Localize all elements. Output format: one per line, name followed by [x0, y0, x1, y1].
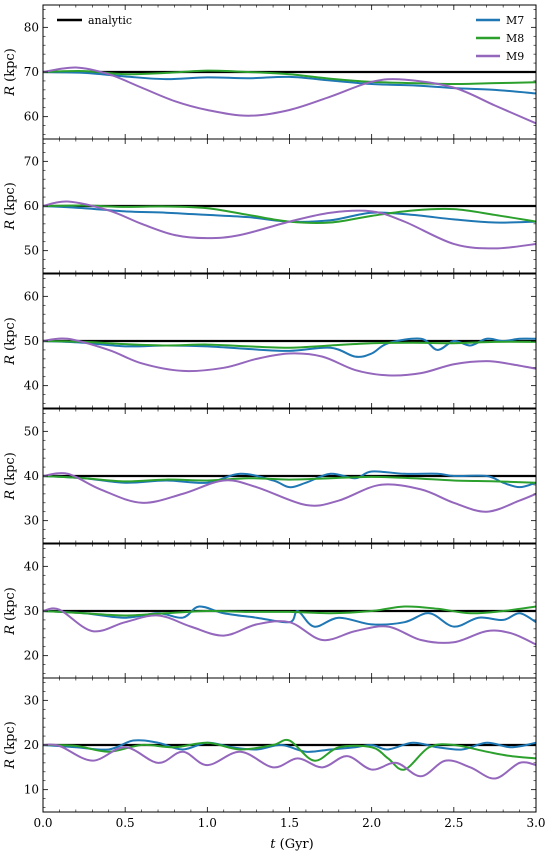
y-tick-label: 60: [24, 110, 39, 124]
panel-series-group: [43, 66, 536, 125]
y-tick-label: 10: [24, 783, 39, 797]
y-axis-label-symbol: R: [3, 490, 18, 501]
series-m9-line: [43, 66, 536, 125]
series-m9-line: [43, 607, 536, 646]
y-tick-label: 50: [24, 244, 39, 258]
panel-2: 50 60 70 R (kpc): [3, 138, 537, 274]
y-tick-label: 30: [24, 514, 39, 528]
panel-6: 10 20 30 R (kpc) 0.0 0.5 1.0 1.5 2.0 2.5 3.0: [3, 677, 546, 830]
y-axis-label: R (kpc): [3, 48, 18, 97]
y-axis-label: R (kpc): [3, 317, 18, 366]
panel-series-group: [43, 605, 536, 646]
panel-series-group: [43, 738, 536, 780]
y-tick-label: 40: [24, 559, 39, 573]
panel-5: 20 30 40 R (kpc): [3, 543, 537, 679]
legend-label: M7: [506, 14, 524, 27]
x-tick-label: 0.0: [33, 816, 52, 830]
x-tick-label: 2.5: [444, 816, 463, 830]
y-axis-label-unit: (kpc): [3, 452, 18, 490]
series-m8-line: [43, 605, 536, 617]
x-tick-label: 1.5: [280, 816, 299, 830]
y-axis-label: R (kpc): [3, 182, 18, 231]
legend-item-m9: M9: [476, 50, 524, 63]
series-m8-line: [43, 340, 536, 349]
series-m7-line: [43, 739, 536, 753]
y-tick-label: 60: [24, 289, 39, 303]
y-tick-label: 20: [24, 649, 39, 663]
legend-item-m7: M7: [476, 14, 524, 27]
y-axis-label: R (kpc): [3, 587, 18, 636]
x-axis-label: t (Gyr): [270, 837, 313, 852]
y-axis-label-symbol: R: [3, 759, 18, 770]
y-axis-label-unit: (kpc): [3, 182, 18, 220]
y-axis-label-unit: (kpc): [3, 317, 18, 355]
x-tick-label: 1.0: [198, 816, 217, 830]
panel-3: 40 50 60 R (kpc): [3, 273, 537, 409]
legend-analytic: analytic: [57, 14, 132, 27]
series-m9-line: [43, 743, 536, 780]
series-m8-line: [43, 738, 536, 771]
series-m9-line: [43, 200, 536, 250]
y-axis-label-unit: (kpc): [3, 587, 18, 625]
panel-4: 30 40 50 R (kpc): [3, 408, 537, 544]
y-axis-label-symbol: R: [3, 625, 18, 636]
x-tick-label: 2.0: [362, 816, 381, 830]
y-tick-label: 30: [24, 693, 39, 707]
x-axis-label-unit: (Gyr): [276, 837, 314, 852]
y-tick-label: 70: [24, 65, 39, 79]
y-tick-label: 20: [24, 738, 39, 752]
legend-label: M8: [506, 32, 524, 45]
y-tick-label: 60: [24, 199, 39, 213]
legend-label: M9: [506, 50, 524, 63]
y-axis-label-unit: (kpc): [3, 48, 18, 86]
panel-1: 60 70 80 R (kpc): [3, 4, 537, 140]
y-tick-label: 50: [24, 334, 39, 348]
y-tick-label: 40: [24, 379, 39, 393]
y-axis-label-symbol: R: [3, 355, 18, 366]
x-tick-label: 0.5: [116, 816, 135, 830]
y-axis-label-unit: (kpc): [3, 721, 18, 759]
y-tick-label: 30: [24, 604, 39, 618]
x-axis-label-symbol: t: [270, 837, 276, 852]
y-tick-label: 50: [24, 424, 39, 438]
series-m8-line: [43, 69, 536, 86]
y-axis-label-symbol: R: [3, 220, 18, 231]
y-axis-label-symbol: R: [3, 86, 18, 97]
series-m7-line: [43, 605, 536, 628]
x-tick-label: 3.0: [526, 816, 545, 830]
panel-series-group: [43, 470, 536, 513]
y-tick-label: 80: [24, 20, 39, 34]
legend-item-m8: M8: [476, 32, 524, 45]
y-tick-label: 70: [24, 154, 39, 168]
series-m8-line: [43, 475, 536, 484]
series-m9-line: [43, 472, 536, 513]
legend-series: M7 M8 M9: [476, 14, 524, 63]
y-axis-label: R (kpc): [3, 721, 18, 770]
series-m9-line: [43, 337, 536, 377]
legend-analytic-label: analytic: [88, 14, 132, 27]
y-axis-label: R (kpc): [3, 452, 18, 501]
panel-series-group: [43, 200, 536, 250]
y-tick-label: 40: [24, 469, 39, 483]
panel-series-group: [43, 337, 536, 377]
